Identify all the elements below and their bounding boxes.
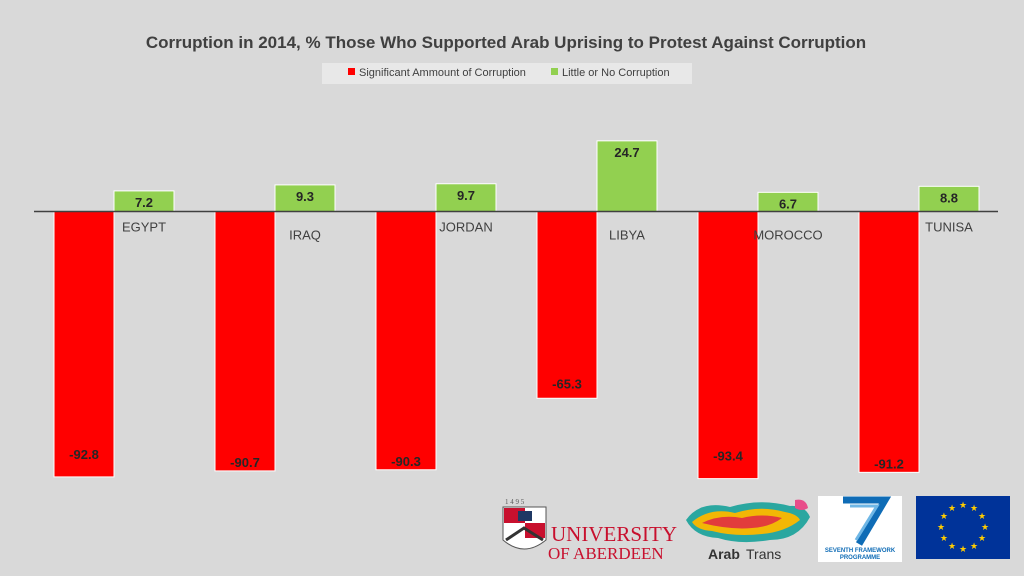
bar-little-jordan (435, 183, 497, 212)
value-label-significant-tunisa: -91.2 (874, 456, 904, 471)
bar-little-libya (596, 140, 658, 212)
bar-little-iraq (274, 184, 336, 212)
bar-significant-jordan (375, 211, 437, 471)
value-label-significant-egypt: -92.8 (69, 447, 99, 462)
category-label-tunisa: TUNISA (925, 220, 973, 235)
value-label-significant-jordan: -90.3 (391, 454, 421, 469)
legend-item-little: Little or No Corruption (551, 67, 670, 79)
value-label-little-jordan: 9.7 (457, 188, 475, 203)
category-label-morocco: MOROCCO (753, 228, 822, 243)
legend-label-significant: Significant Ammount of Corruption (359, 67, 526, 79)
value-label-little-morocco: 6.7 (779, 196, 797, 211)
category-label-iraq: IRAQ (289, 228, 321, 243)
bar-significant-tunisa (858, 211, 920, 473)
category-label-libya: LIBYA (609, 228, 645, 243)
legend-label-little: Little or No Corruption (562, 67, 670, 79)
legend: Significant Ammount of Corruption Little… (322, 63, 692, 84)
value-label-little-tunisa: 8.8 (940, 190, 958, 205)
chart-title: Corruption in 2014, % Those Who Supporte… (145, 33, 867, 52)
value-label-little-egypt: 7.2 (135, 195, 153, 210)
value-label-significant-libya: -65.3 (552, 376, 582, 391)
value-label-little-iraq: 9.3 (296, 189, 314, 204)
bar-significant-libya (536, 211, 598, 399)
value-label-significant-morocco: -93.4 (713, 449, 743, 464)
value-label-significant-iraq: -90.7 (230, 455, 260, 470)
legend-swatch-red (348, 68, 355, 75)
legend-swatch-green (551, 68, 558, 75)
value-label-little-libya: 24.7 (614, 145, 639, 160)
category-label-egypt: EGYPT (122, 220, 166, 235)
bar-significant-morocco (697, 211, 759, 480)
category-label-jordan: JORDAN (439, 220, 492, 235)
legend-item-significant: Significant Ammount of Corruption (348, 67, 526, 79)
bar-significant-egypt (53, 211, 115, 478)
bar-significant-iraq (214, 211, 276, 472)
